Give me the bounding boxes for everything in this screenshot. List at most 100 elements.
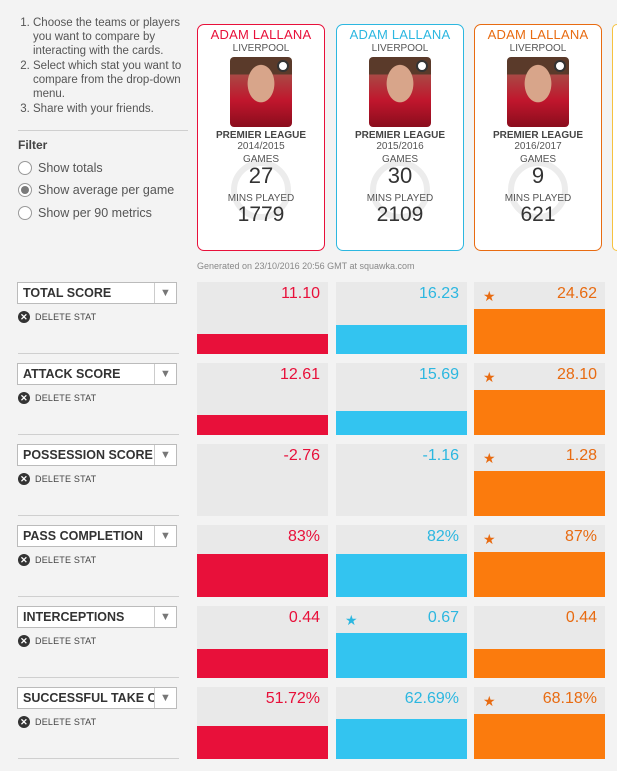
delete-stat-button[interactable]: ✕ DELETE STAT bbox=[18, 392, 96, 404]
player-club: LIVERPOOL bbox=[232, 43, 290, 54]
filter-show-totals[interactable]: Show totals bbox=[18, 161, 103, 175]
stat-value: 16.23 bbox=[418, 285, 459, 302]
instructions-list: Choose the teams or players you want to … bbox=[14, 16, 192, 117]
chevron-down-icon[interactable]: ▼ bbox=[154, 607, 176, 627]
delete-stat-button[interactable]: ✕ DELETE STAT bbox=[18, 635, 96, 647]
games-label: GAMES bbox=[519, 154, 557, 165]
stat-cell: -1.16 bbox=[336, 444, 467, 516]
stat-cell: 11.10 bbox=[197, 282, 328, 354]
close-icon: ✕ bbox=[18, 716, 30, 728]
radio-icon[interactable] bbox=[18, 206, 32, 220]
stat-name: POSSESSION SCORE bbox=[23, 448, 153, 462]
delete-stat-button[interactable]: ✕ DELETE STAT bbox=[18, 311, 96, 323]
row-divider bbox=[18, 758, 179, 759]
stat-name: TOTAL SCORE bbox=[23, 286, 112, 300]
stat-cell: 51.72% bbox=[197, 687, 328, 759]
stat-bar bbox=[474, 390, 605, 435]
stat-dropdown[interactable]: SUCCESSFUL TAKE ONS▼ bbox=[17, 687, 177, 709]
close-icon: ✕ bbox=[18, 635, 30, 647]
player-name: ADAM LALLANA bbox=[487, 27, 589, 42]
stat-dropdown[interactable]: PASS COMPLETION ▼ bbox=[17, 525, 177, 547]
star-icon: ★ bbox=[483, 369, 496, 385]
stat-dropdown[interactable]: ATTACK SCORE ▼ bbox=[17, 363, 177, 385]
club-badge-icon bbox=[554, 60, 566, 72]
chevron-down-icon[interactable]: ▼ bbox=[154, 688, 176, 708]
instruction-1: Choose the teams or players you want to … bbox=[33, 16, 192, 58]
stat-bar bbox=[336, 633, 467, 678]
stat-value: 12.61 bbox=[279, 366, 320, 383]
delete-stat-button[interactable]: ✕ DELETE STAT bbox=[18, 716, 96, 728]
row-divider bbox=[18, 677, 179, 678]
stat-name: PASS COMPLETION bbox=[23, 529, 143, 543]
season: 2015/2016 bbox=[376, 141, 424, 152]
filter-option-label: Show totals bbox=[38, 161, 103, 175]
star-icon: ★ bbox=[345, 612, 358, 628]
close-icon: ✕ bbox=[18, 392, 30, 404]
stat-cell: 82% bbox=[336, 525, 467, 597]
delete-stat-button[interactable]: ✕ DELETE STAT bbox=[18, 554, 96, 566]
games-label: GAMES bbox=[381, 154, 419, 165]
chevron-down-icon[interactable]: ▼ bbox=[154, 364, 176, 384]
filter-title: Filter bbox=[18, 138, 48, 152]
partial-card[interactable] bbox=[612, 24, 617, 251]
delete-label: DELETE STAT bbox=[35, 636, 97, 646]
stat-cell: 83% bbox=[197, 525, 328, 597]
stat-name: ATTACK SCORE bbox=[23, 367, 121, 381]
chevron-down-icon[interactable]: ▼ bbox=[154, 283, 176, 303]
delete-stat-button[interactable]: ✕ DELETE STAT bbox=[18, 473, 96, 485]
stat-value: 24.62 bbox=[556, 285, 597, 302]
instruction-3: Share with your friends. bbox=[33, 102, 192, 116]
stat-dropdown[interactable]: INTERCEPTIONS ▼ bbox=[17, 606, 177, 628]
player-card[interactable]: ADAM LALLANA LIVERPOOL PREMIER LEAGUE 20… bbox=[197, 24, 325, 251]
delete-label: DELETE STAT bbox=[35, 393, 97, 403]
delete-label: DELETE STAT bbox=[35, 312, 97, 322]
mins-value: 2109 bbox=[376, 203, 424, 226]
stat-value: 28.10 bbox=[556, 366, 597, 383]
filter-show-average[interactable]: Show average per game bbox=[18, 183, 174, 197]
stat-dropdown[interactable]: POSSESSION SCORE ▼ bbox=[17, 444, 177, 466]
stat-cell: 0.44 bbox=[474, 606, 605, 678]
player-name: ADAM LALLANA bbox=[349, 27, 451, 42]
stat-value: -1.16 bbox=[422, 447, 459, 464]
player-stats: GAMES 27 MINS PLAYED 1779 bbox=[198, 154, 324, 226]
stat-value: 0.44 bbox=[288, 609, 320, 626]
radio-icon[interactable] bbox=[18, 161, 32, 175]
player-photo bbox=[369, 57, 431, 127]
stat-name: SUCCESSFUL TAKE ONS bbox=[23, 691, 154, 705]
season: 2016/2017 bbox=[514, 141, 562, 152]
mins-label: MINS PLAYED bbox=[366, 193, 434, 204]
league-name: PREMIER LEAGUE bbox=[492, 130, 583, 141]
stat-cell: 15.69 bbox=[336, 363, 467, 435]
stat-value: 87% bbox=[564, 528, 597, 545]
stat-cell: 68.18% ★ bbox=[474, 687, 605, 759]
stat-bar bbox=[197, 726, 328, 759]
radio-selected-icon[interactable] bbox=[18, 183, 32, 197]
player-name: ADAM LALLANA bbox=[210, 27, 312, 42]
row-divider bbox=[18, 515, 179, 516]
row-divider bbox=[18, 434, 179, 435]
stat-dropdown[interactable]: TOTAL SCORE ▼ bbox=[17, 282, 177, 304]
club-badge-icon bbox=[277, 60, 289, 72]
stat-bar bbox=[197, 554, 328, 597]
stat-value: 1.28 bbox=[565, 447, 597, 464]
games-value: 27 bbox=[248, 163, 274, 188]
stat-bar bbox=[474, 714, 605, 759]
chevron-down-icon[interactable]: ▼ bbox=[154, 445, 176, 465]
stat-value: 0.67 bbox=[427, 609, 459, 626]
mins-label: MINS PLAYED bbox=[504, 193, 572, 204]
stat-value: 83% bbox=[287, 528, 320, 545]
chevron-down-icon[interactable]: ▼ bbox=[154, 526, 176, 546]
ring-graphic bbox=[508, 160, 568, 220]
row-divider bbox=[18, 353, 179, 354]
filter-show-per90[interactable]: Show per 90 metrics bbox=[18, 206, 152, 220]
player-card[interactable]: ADAM LALLANA LIVERPOOL PREMIER LEAGUE 20… bbox=[474, 24, 602, 251]
generated-note: Generated on 23/10/2016 20:56 GMT at squ… bbox=[197, 261, 415, 271]
stat-cell: 16.23 bbox=[336, 282, 467, 354]
divider bbox=[18, 130, 188, 131]
player-stats: GAMES 30 MINS PLAYED 2109 bbox=[337, 154, 463, 226]
stat-value: 0.44 bbox=[565, 609, 597, 626]
player-club: LIVERPOOL bbox=[509, 43, 567, 54]
player-card[interactable]: ADAM LALLANA LIVERPOOL PREMIER LEAGUE 20… bbox=[336, 24, 464, 251]
stat-bar bbox=[474, 649, 605, 678]
games-label: GAMES bbox=[242, 154, 280, 165]
